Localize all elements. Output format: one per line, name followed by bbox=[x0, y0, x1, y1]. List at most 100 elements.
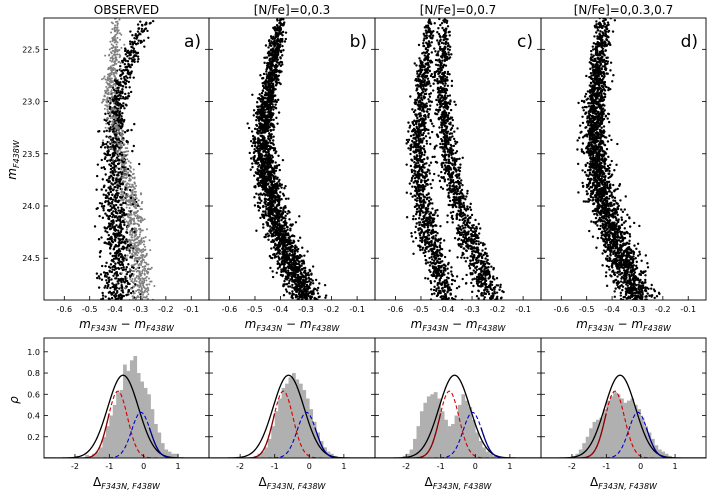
star-point bbox=[288, 263, 292, 267]
star-point bbox=[109, 142, 112, 145]
star-point bbox=[276, 44, 279, 48]
star-point bbox=[105, 279, 108, 282]
star-point bbox=[272, 43, 275, 46]
star-point bbox=[104, 126, 107, 129]
star-point bbox=[133, 58, 136, 61]
star-point bbox=[115, 283, 118, 286]
star-point bbox=[124, 53, 128, 56]
star-point bbox=[286, 261, 289, 265]
star-point bbox=[267, 46, 270, 49]
star-point bbox=[114, 125, 117, 128]
star-point bbox=[102, 271, 106, 274]
star-point bbox=[117, 174, 120, 177]
star-point bbox=[461, 277, 464, 281]
star-point bbox=[112, 46, 115, 49]
star-point bbox=[117, 140, 120, 143]
x-axis-label-sub: F438W bbox=[146, 324, 175, 333]
star-point bbox=[128, 76, 132, 79]
star-point bbox=[124, 188, 127, 191]
star-point bbox=[274, 190, 277, 194]
star-point bbox=[272, 94, 276, 98]
star-point bbox=[130, 57, 133, 60]
star-point bbox=[269, 141, 273, 145]
star-point bbox=[292, 280, 296, 284]
star-point bbox=[123, 47, 127, 50]
star-point bbox=[264, 44, 268, 47]
star-point bbox=[121, 227, 124, 230]
star-point bbox=[113, 75, 116, 78]
star-point bbox=[273, 220, 276, 224]
star-point bbox=[119, 127, 123, 130]
star-point bbox=[255, 149, 259, 153]
cmd-points bbox=[93, 18, 156, 300]
star-point bbox=[295, 256, 299, 259]
star-point bbox=[249, 139, 253, 143]
star-point bbox=[137, 248, 140, 251]
star-point bbox=[264, 144, 268, 148]
star-point bbox=[276, 37, 280, 41]
star-point bbox=[98, 277, 101, 280]
star-point bbox=[305, 297, 308, 300]
star-point bbox=[280, 183, 283, 186]
star-point bbox=[112, 119, 115, 122]
star-point bbox=[277, 184, 280, 187]
star-point bbox=[113, 147, 117, 150]
star-point bbox=[140, 202, 143, 205]
star-point bbox=[268, 173, 272, 176]
star-point bbox=[484, 257, 487, 260]
star-point bbox=[270, 204, 273, 207]
star-point bbox=[108, 214, 112, 218]
star-point bbox=[294, 221, 298, 224]
star-point bbox=[253, 142, 257, 145]
star-point bbox=[289, 259, 293, 263]
star-point bbox=[268, 62, 271, 65]
star-point bbox=[141, 272, 144, 275]
star-point bbox=[117, 97, 121, 101]
star-point bbox=[126, 200, 129, 203]
star-point bbox=[270, 44, 273, 48]
star-point bbox=[111, 193, 114, 196]
star-point bbox=[284, 236, 287, 239]
star-point bbox=[121, 177, 124, 180]
star-point bbox=[134, 249, 137, 252]
star-point bbox=[131, 173, 134, 176]
x-axis-label: mF343N − mF438W bbox=[245, 317, 341, 333]
star-point bbox=[120, 191, 123, 194]
star-point bbox=[109, 291, 113, 295]
star-point bbox=[135, 290, 138, 293]
star-point bbox=[464, 226, 467, 229]
star-point bbox=[125, 285, 128, 288]
star-point bbox=[117, 259, 120, 262]
star-point bbox=[262, 210, 265, 213]
star-point bbox=[297, 262, 300, 265]
star-point bbox=[102, 207, 105, 210]
star-point bbox=[273, 186, 276, 190]
star-point bbox=[262, 205, 265, 208]
star-point bbox=[132, 168, 135, 171]
star-point bbox=[268, 192, 271, 195]
star-point bbox=[126, 193, 129, 196]
star-point bbox=[133, 223, 136, 226]
star-point bbox=[276, 267, 280, 270]
star-point bbox=[261, 193, 264, 197]
star-point bbox=[131, 252, 134, 255]
star-point bbox=[128, 50, 132, 54]
star-point bbox=[136, 269, 139, 272]
star-point bbox=[109, 263, 113, 266]
star-point bbox=[304, 272, 307, 275]
star-point bbox=[111, 123, 114, 126]
star-point bbox=[295, 290, 299, 293]
star-point bbox=[282, 265, 286, 269]
star-point bbox=[121, 85, 124, 88]
star-point bbox=[265, 87, 269, 90]
star-point bbox=[278, 81, 281, 84]
star-point bbox=[294, 282, 298, 286]
star-point bbox=[270, 106, 273, 109]
star-point bbox=[267, 235, 270, 238]
star-point bbox=[103, 98, 106, 101]
star-point bbox=[103, 95, 106, 98]
star-point bbox=[121, 214, 124, 217]
star-point bbox=[123, 176, 126, 179]
star-point bbox=[133, 270, 136, 273]
star-point bbox=[275, 221, 278, 224]
